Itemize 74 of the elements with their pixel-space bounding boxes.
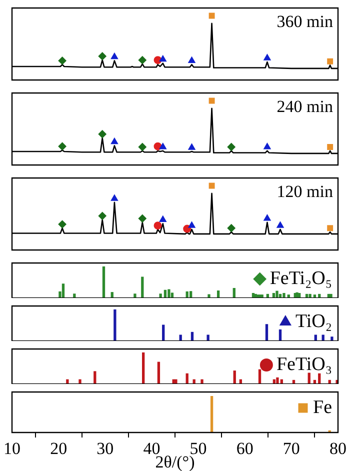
point	[188, 222, 196, 228]
x-tick-label: 80	[330, 439, 346, 458]
bar	[322, 334, 324, 341]
bar	[162, 324, 165, 341]
bar	[314, 334, 317, 341]
bar	[200, 379, 204, 384]
point	[159, 216, 166, 222]
bar	[265, 324, 268, 341]
point	[327, 58, 334, 64]
point	[227, 143, 236, 151]
point	[227, 224, 236, 232]
point	[58, 56, 66, 65]
annotation: 240 min	[276, 96, 334, 116]
point	[188, 56, 196, 63]
point	[188, 144, 196, 150]
bar	[157, 362, 160, 384]
bar	[134, 294, 136, 298]
bar	[114, 309, 116, 341]
x-tick-label: 20	[50, 439, 68, 458]
legend-label: FeTiO₃	[276, 354, 332, 375]
bar	[174, 379, 178, 384]
point	[208, 182, 215, 189]
point	[264, 143, 271, 150]
bar	[330, 294, 332, 298]
point	[327, 225, 334, 232]
point	[264, 54, 271, 60]
annotation: 120 min	[276, 182, 334, 201]
bar	[102, 266, 106, 298]
bar	[142, 352, 145, 384]
x-tick-label: 70	[282, 439, 300, 458]
point	[98, 130, 106, 138]
bar	[179, 334, 182, 341]
bar	[159, 294, 162, 298]
bar	[168, 289, 170, 298]
point	[264, 214, 271, 221]
point	[110, 52, 118, 60]
point	[154, 222, 162, 230]
point	[110, 194, 118, 201]
point	[327, 144, 334, 150]
bar	[282, 292, 286, 298]
bar	[141, 276, 144, 298]
point	[98, 52, 106, 60]
bar	[62, 284, 65, 298]
point	[159, 55, 166, 62]
point	[138, 56, 146, 64]
x-tick-label: 60	[236, 439, 254, 458]
bar	[66, 379, 69, 384]
bar	[206, 334, 210, 341]
point	[58, 142, 66, 150]
bar	[276, 290, 278, 298]
point	[138, 214, 146, 222]
point	[276, 222, 284, 228]
bar	[233, 370, 236, 384]
bar	[208, 294, 210, 298]
annotation: 360 min	[276, 12, 334, 31]
point	[208, 12, 215, 19]
point	[138, 143, 146, 151]
point	[110, 138, 118, 144]
bar	[94, 371, 96, 384]
point	[183, 224, 192, 233]
x-tick-label: 10	[4, 439, 20, 458]
x-tick-label: 30	[96, 439, 114, 458]
point	[208, 98, 215, 104]
legend-label: TiO₂	[295, 310, 332, 332]
bar	[78, 379, 82, 384]
point	[159, 143, 166, 150]
point	[98, 212, 106, 220]
legend-label: Fe	[313, 396, 332, 418]
bar	[276, 377, 279, 384]
bar	[330, 336, 334, 341]
point	[58, 220, 66, 228]
bar	[308, 372, 310, 384]
legend-label: FeTi₂O₅	[270, 268, 332, 289]
bar	[308, 294, 312, 298]
